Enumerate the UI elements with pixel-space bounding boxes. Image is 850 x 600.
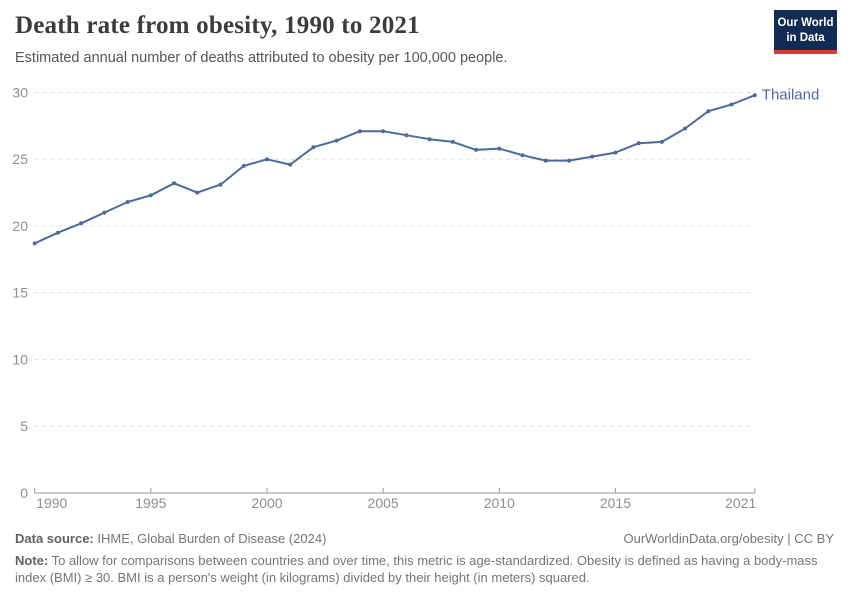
data-point-2014 — [590, 154, 595, 159]
data-point-2001 — [288, 162, 293, 167]
data-source-value: IHME, Global Burden of Disease (2024) — [93, 531, 327, 546]
data-point-2005 — [381, 129, 386, 134]
data-point-2008 — [450, 139, 455, 144]
x-axis-label-2000: 2000 — [251, 495, 282, 511]
x-axis-label-1990: 1990 — [36, 495, 67, 511]
y-axis-label-20: 20 — [12, 218, 28, 234]
data-point-1993 — [102, 210, 107, 215]
data-point-2009 — [474, 147, 479, 152]
x-axis-label-1995: 1995 — [135, 495, 166, 511]
data-point-1990 — [32, 241, 37, 246]
logo-text-line1: Our World — [777, 17, 834, 29]
series-label-thailand: Thailand — [762, 87, 820, 104]
x-axis-label-2010: 2010 — [484, 495, 515, 511]
y-axis-label-10: 10 — [12, 351, 28, 367]
data-point-1992 — [79, 221, 84, 226]
data-point-2019 — [706, 109, 711, 114]
data-point-2018 — [683, 126, 688, 131]
data-point-2006 — [404, 133, 409, 138]
data-point-2017 — [659, 139, 664, 144]
data-point-2015 — [613, 150, 618, 155]
data-point-2012 — [543, 158, 548, 163]
y-axis-label-5: 5 — [20, 418, 28, 434]
data-point-1995 — [148, 193, 153, 198]
data-point-1991 — [55, 230, 60, 235]
y-axis-label-30: 30 — [12, 84, 28, 100]
data-source-label: Data source: — [15, 531, 94, 546]
data-point-2010 — [497, 146, 502, 151]
y-axis-label-0: 0 — [20, 485, 28, 501]
logo-text-line2: in Data — [786, 31, 825, 44]
data-point-2004 — [357, 129, 362, 134]
data-point-1999 — [241, 163, 246, 168]
data-point-1996 — [172, 181, 177, 186]
data-point-2013 — [567, 158, 571, 163]
y-axis-label-25: 25 — [12, 151, 28, 167]
note-label: Note: — [15, 553, 49, 568]
chart-note: Note: To allow for comparisons between c… — [15, 553, 821, 586]
x-axis-label-2021: 2021 — [725, 495, 756, 511]
chart-subtitle: Estimated annual number of deaths attrib… — [15, 50, 508, 66]
data-point-2007 — [427, 137, 432, 142]
data-point-2021 — [752, 93, 757, 98]
data-point-2011 — [520, 153, 525, 158]
data-point-2000 — [265, 157, 269, 162]
data-point-2002 — [311, 145, 316, 150]
owid-license-link[interactable]: OurWorldinData.org/obesity | CC BY — [623, 531, 835, 546]
data-point-1998 — [218, 182, 223, 187]
y-axis-label-15: 15 — [12, 285, 28, 301]
data-point-2003 — [334, 138, 339, 143]
page-title: Death rate from obesity, 1990 to 2021 — [15, 12, 420, 39]
data-point-2020 — [729, 102, 734, 107]
note-text: To allow for comparisons between countri… — [15, 553, 818, 585]
x-axis-label-2015: 2015 — [600, 495, 631, 511]
data-point-1994 — [125, 200, 130, 204]
x-axis-label-2005: 2005 — [368, 495, 399, 511]
data-source-text: Data source: IHME, Global Burden of Dise… — [15, 531, 326, 546]
trend-line-thailand — [33, 94, 756, 245]
owid-logo[interactable]: Our World in Data — [774, 10, 837, 55]
data-point-2016 — [636, 141, 641, 146]
data-point-1997 — [195, 190, 200, 195]
